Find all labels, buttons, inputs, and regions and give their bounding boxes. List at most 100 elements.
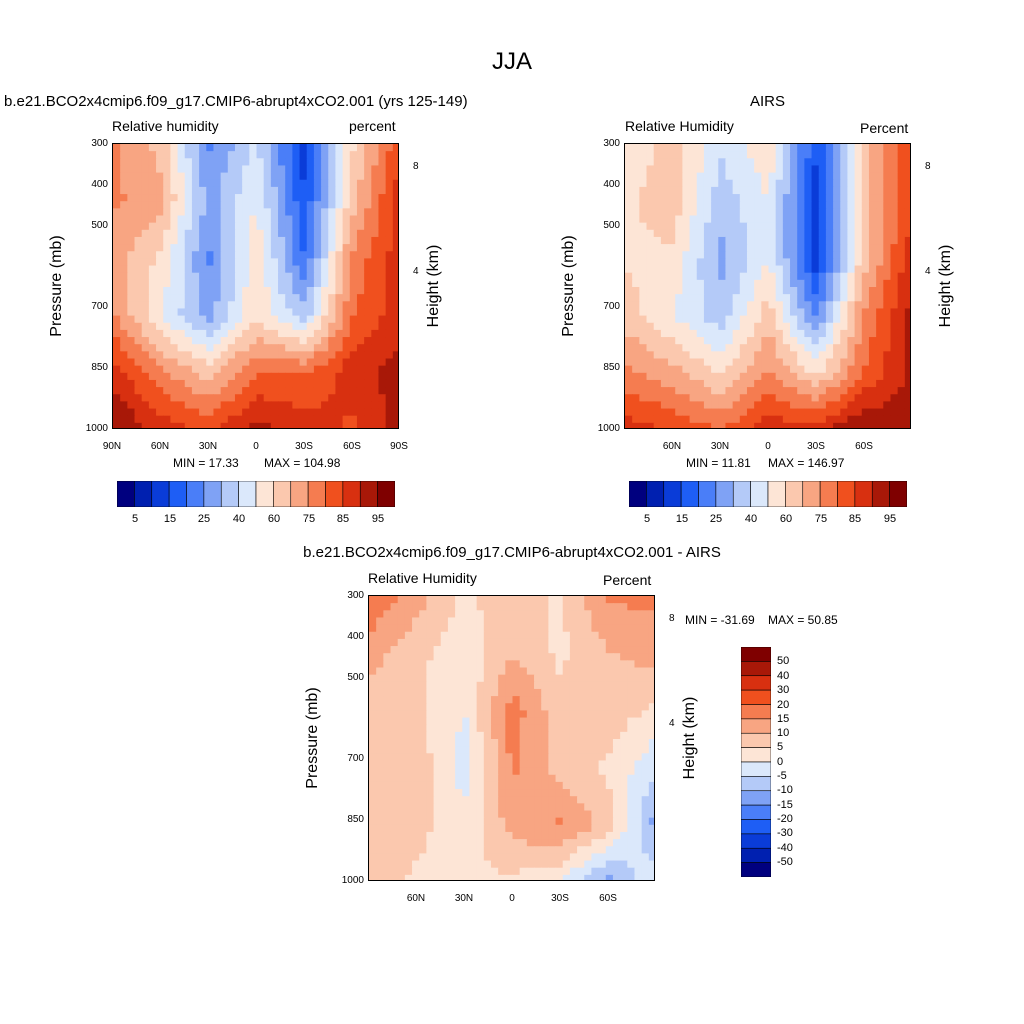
panel2-cell [660, 144, 669, 152]
panel1-cell [141, 194, 150, 202]
panel2-cell [639, 194, 648, 202]
panel1-cell [191, 329, 200, 338]
panel1-cell [134, 387, 143, 395]
panel1-cell [206, 215, 215, 224]
panel1-cell [349, 165, 358, 174]
panel1-cell [220, 236, 229, 245]
panel3-cell [641, 867, 650, 876]
panel2-cell [797, 272, 805, 281]
panel3-cell [598, 646, 607, 654]
panel3-cell [455, 610, 463, 619]
panel1-cell [141, 322, 150, 331]
panel2-cell [818, 365, 827, 374]
panel2-cell [625, 279, 633, 288]
panel1-cell [163, 208, 171, 217]
panel2-cell [739, 308, 748, 317]
panel1-cell [127, 351, 136, 360]
panel3-colorbar [741, 647, 771, 877]
panel2-cell [825, 315, 834, 324]
panel3-cell [383, 817, 392, 826]
panel2-cell [847, 358, 856, 367]
panel2-cell [625, 229, 633, 238]
panel1-cell [292, 415, 301, 424]
panel3-cell [555, 774, 564, 783]
panel2-cell [660, 394, 669, 402]
panel3-cell [526, 646, 535, 654]
panel2-cell [732, 415, 741, 424]
panel1-cell [184, 422, 193, 428]
panel1-cell [184, 186, 193, 195]
panel1-cell [335, 351, 344, 360]
panel2-cell [739, 251, 748, 259]
panel2-cell [739, 186, 748, 195]
panel1-cell [385, 301, 394, 310]
panel1-cell [335, 287, 344, 295]
panel1-cell [278, 351, 286, 360]
panel1-cell [285, 394, 293, 402]
panel1-cell [335, 144, 344, 152]
panel3-cell [433, 796, 442, 804]
panel3-cell [648, 839, 654, 847]
panel3-cell [641, 688, 650, 697]
panel1-cell [385, 344, 394, 352]
panel1-cell [256, 415, 265, 424]
panel3-cell [620, 860, 628, 869]
panel3-cell [519, 774, 528, 783]
panel2-cell [739, 236, 748, 245]
panel2-cell [682, 337, 691, 345]
panel2-cell [718, 301, 727, 310]
panel2-cell [897, 415, 906, 424]
panel2-cell [804, 208, 813, 217]
panel3-cell [627, 874, 636, 880]
panel3-cell [605, 667, 614, 676]
panel3-cell [648, 603, 654, 611]
panel3-ytick: 850 [347, 814, 364, 825]
panel2-cell [696, 294, 705, 302]
panel3-cell [612, 739, 621, 747]
panel3-cell [512, 653, 521, 661]
panel1-cell [113, 208, 121, 217]
panel1-cell [170, 351, 179, 360]
panel3-cell [526, 803, 535, 812]
panel1-cell [213, 387, 222, 395]
panel3-cell [577, 853, 585, 862]
panel3-cell [577, 867, 585, 876]
panel2-cell [840, 287, 849, 295]
panel1-cell [249, 415, 258, 424]
panel3-cell [634, 874, 643, 880]
panel1-cell [385, 144, 394, 152]
panel2-cell [675, 215, 683, 224]
panel1-cell [371, 179, 380, 188]
panel2-cell [775, 272, 784, 281]
panel2-cell [718, 351, 727, 360]
panel2-cell [625, 329, 633, 338]
panel1-cell [156, 308, 164, 317]
panel1-cell [392, 151, 398, 159]
panel2-cell [868, 379, 877, 388]
panel2-cell [833, 422, 841, 428]
panel3-cell [426, 831, 435, 840]
panel1-cell [356, 308, 365, 317]
panel1-cell [163, 194, 171, 202]
panel1-cell [356, 165, 365, 174]
panel3-cell [605, 603, 614, 611]
panel3-cell [562, 596, 571, 604]
panel2-cell [876, 308, 884, 317]
panel3-cell [612, 703, 621, 711]
panel3-colorbar-label: -40 [777, 842, 793, 854]
panel1-cell [292, 422, 301, 428]
panel1-cell [328, 379, 337, 388]
panel1-cell [199, 158, 207, 167]
panel3-cell [426, 746, 435, 754]
panel3-cell [591, 617, 600, 626]
panel1-cell [199, 415, 207, 424]
panel1-cell [356, 344, 365, 352]
panel1-cell [191, 287, 200, 295]
panel1-cell [256, 351, 265, 360]
panel1-cell [141, 301, 150, 310]
panel1-cell [213, 358, 222, 367]
panel2-cell [897, 379, 906, 388]
panel1-cell [299, 215, 308, 224]
panel1-cell [313, 358, 322, 367]
panel2-cell [625, 208, 633, 217]
